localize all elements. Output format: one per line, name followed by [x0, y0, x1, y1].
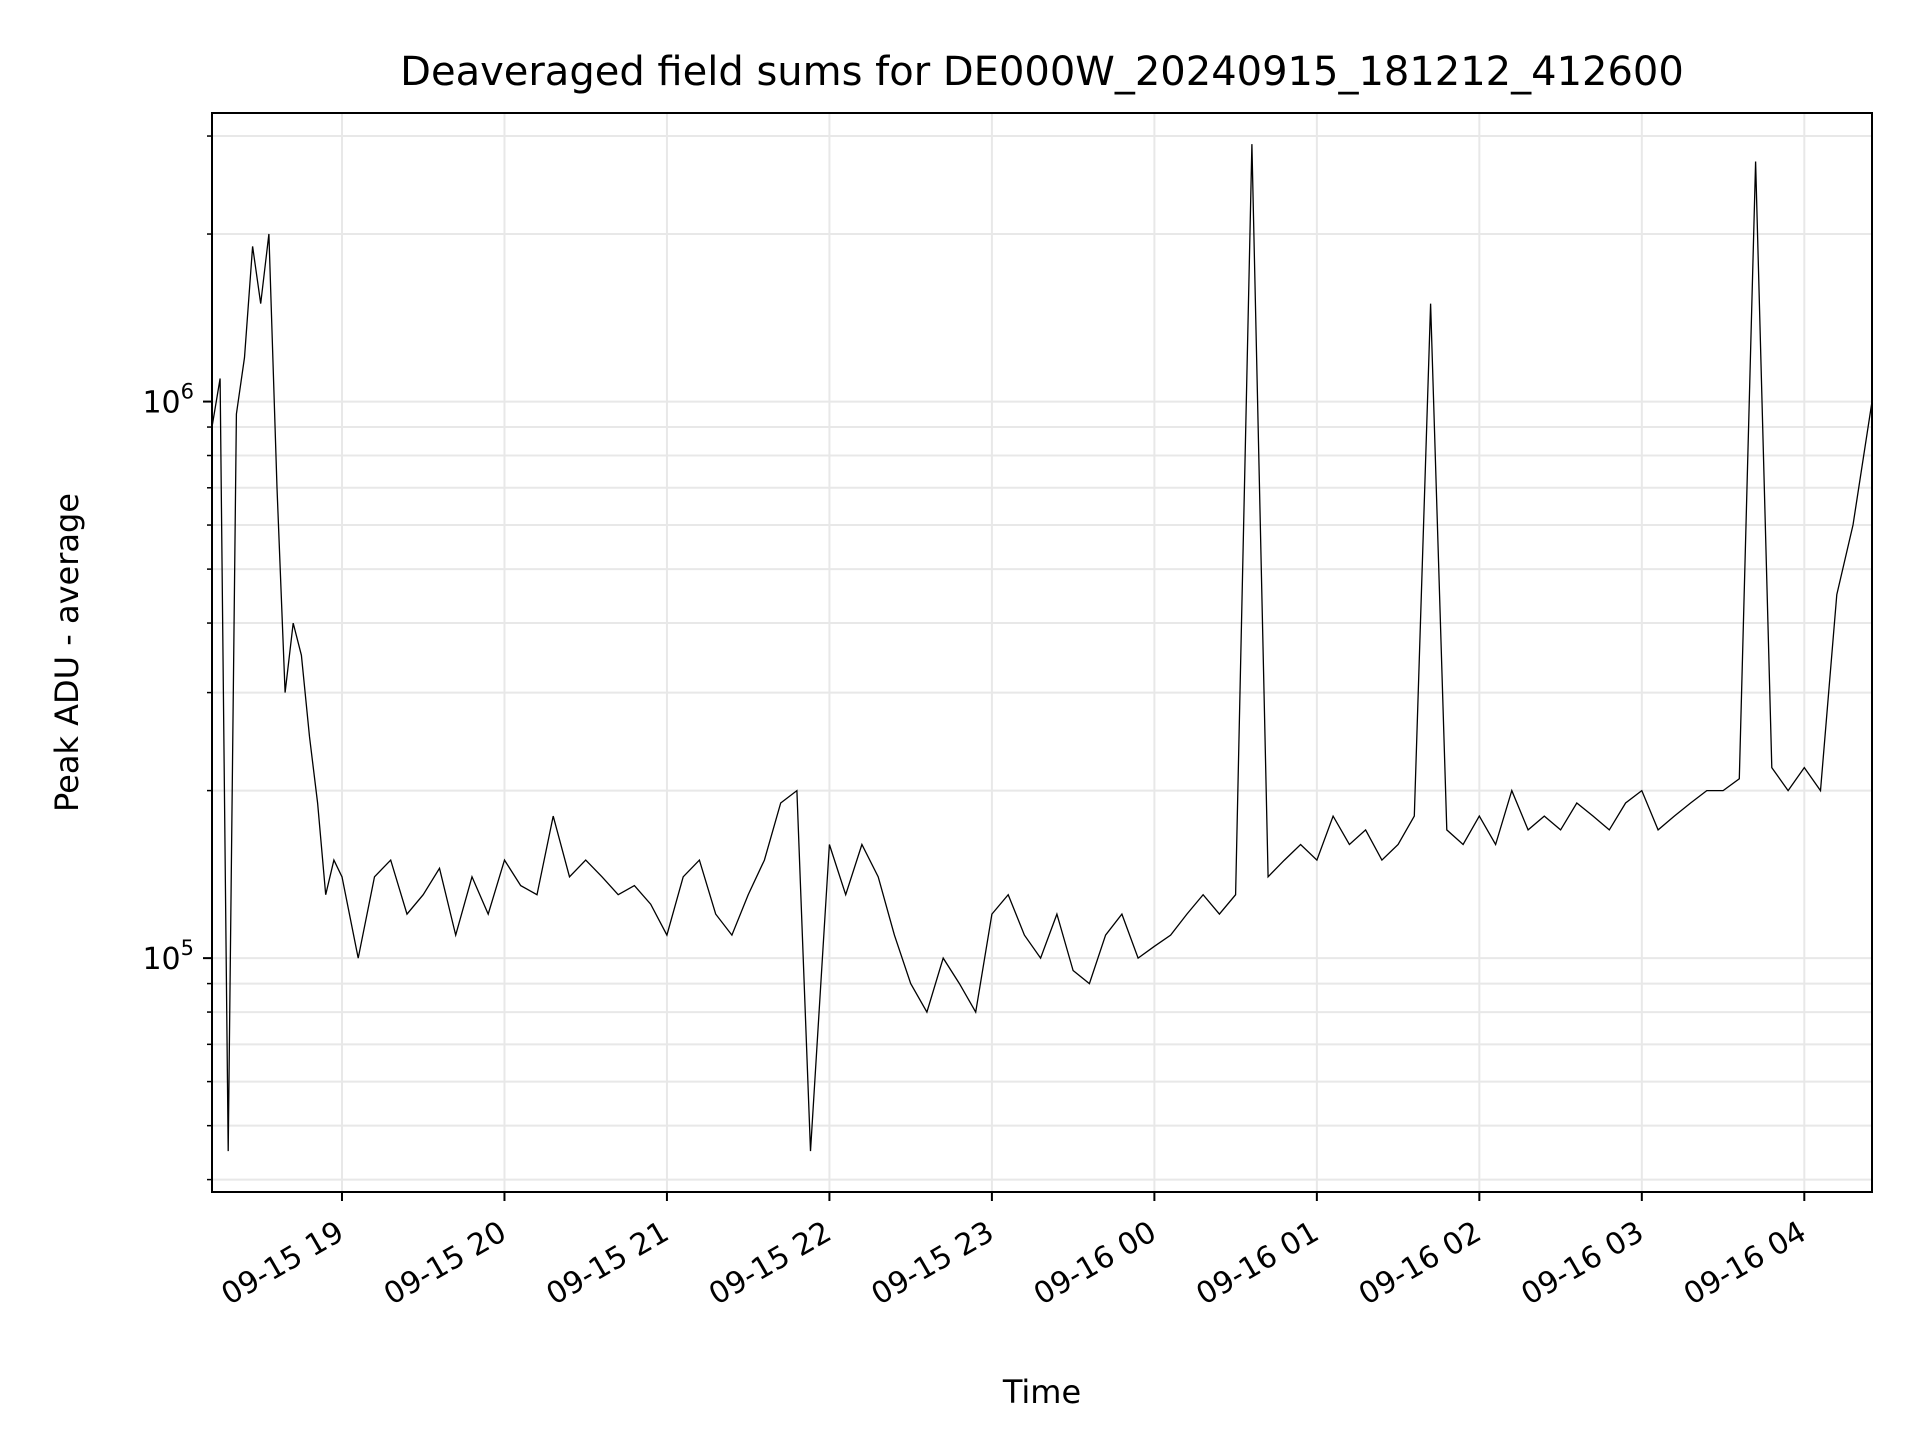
series-layer [211, 144, 1873, 1152]
plot-frame [211, 112, 1873, 1193]
y-tick-label: 106 [142, 380, 194, 421]
x-axis-label: Time [1002, 1373, 1081, 1411]
y-axis-label: Peak ADU - average [48, 493, 86, 812]
y-tick-label: 105 [142, 936, 194, 977]
chart-title: Deaveraged field sums for DE000W_2024091… [400, 49, 1684, 95]
series-line [211, 144, 1873, 1152]
grid [212, 113, 1872, 1192]
